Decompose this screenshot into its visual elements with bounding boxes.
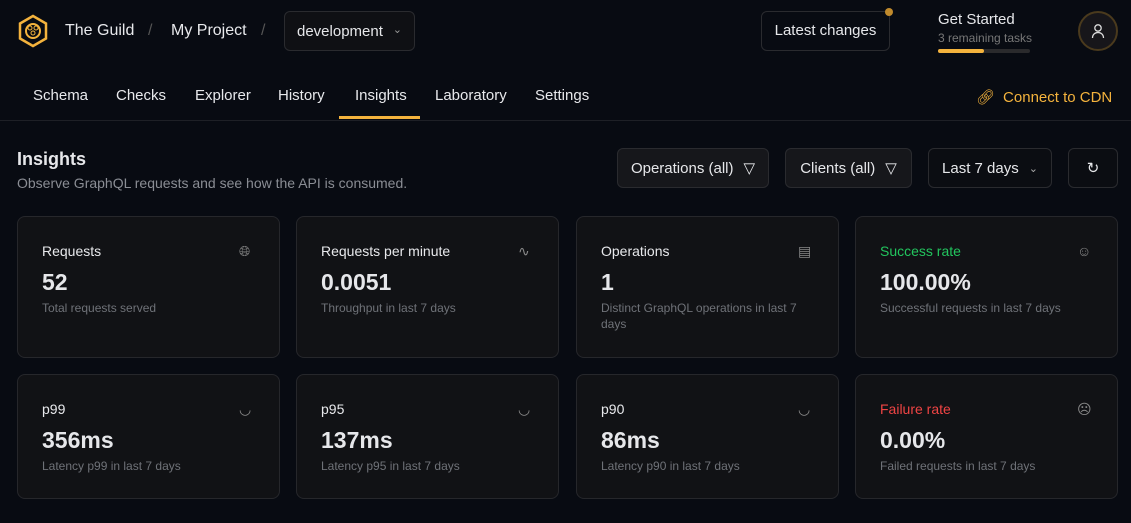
activity-icon: ∿: [518, 243, 530, 259]
metric-card: Success rate ☺ 100.00% Successful reques…: [855, 216, 1118, 358]
tab-history[interactable]: History: [278, 87, 325, 104]
metric-description: Failed requests in last 7 days: [880, 459, 1036, 473]
operations-filter[interactable]: Operations (all) ▽: [617, 148, 769, 188]
metric-description: Latency p90 in last 7 days: [601, 459, 740, 473]
gauge-icon: ◡: [518, 401, 531, 417]
smile-icon: ☺: [1077, 243, 1092, 259]
metric-card: p99 ◡ 356ms Latency p99 in last 7 days: [17, 374, 280, 499]
refresh-icon: ↻: [1086, 160, 1100, 177]
tab-settings[interactable]: Settings: [535, 87, 590, 104]
metric-value: 0.00%: [880, 427, 946, 453]
metric-title: Operations: [601, 243, 670, 259]
breadcrumb-separator: /: [261, 22, 266, 39]
tab-laboratory[interactable]: Laboratory: [435, 87, 507, 104]
metric-title: p99: [42, 401, 66, 417]
metric-card: p95 ◡ 137ms Latency p95 in last 7 days: [296, 374, 559, 499]
metric-card: Requests 🌐︎ 52 Total requests served: [17, 216, 280, 358]
metric-title: Failure rate: [880, 401, 951, 417]
metric-description: Latency p99 in last 7 days: [42, 459, 181, 473]
chevron-down-icon: ⌄: [392, 24, 402, 36]
metric-description: Total requests served: [42, 301, 157, 315]
metric-card: Operations ▤ 1 Distinct GraphQL operatio…: [576, 216, 839, 358]
tab-insights[interactable]: Insights: [355, 87, 407, 104]
chevron-down-icon: ⌄: [1028, 162, 1038, 175]
user-icon: [1091, 24, 1105, 39]
refresh-button[interactable]: ↻: [1068, 148, 1118, 188]
tab-explorer[interactable]: Explorer: [195, 87, 251, 104]
metric-value: 100.00%: [880, 269, 971, 295]
metric-description: Latency p95 in last 7 days: [321, 459, 460, 473]
clients-filter-label: Clients (all): [800, 159, 876, 177]
book-icon: ▤: [798, 243, 812, 259]
link-icon: 🔗︎: [976, 89, 996, 106]
active-tab-indicator: [339, 116, 420, 119]
metric-card: Requests per minute ∿ 0.0051 Throughput …: [296, 216, 559, 358]
metric-value: 1: [601, 269, 614, 295]
user-menu-button[interactable]: [1078, 11, 1118, 51]
latest-changes-button[interactable]: Latest changes: [761, 11, 890, 51]
page-subtitle: Observe GraphQL requests and see how the…: [17, 175, 408, 191]
breadcrumb-separator: /: [148, 22, 153, 39]
metric-value: 0.0051: [321, 269, 392, 295]
metric-value: 86ms: [601, 427, 660, 453]
notification-dot: [885, 8, 893, 16]
page-title: Insights: [17, 149, 87, 169]
guild-logo-icon[interactable]: [16, 14, 50, 48]
filter-icon: ▽: [743, 160, 756, 177]
divider: [0, 120, 1131, 121]
connect-cdn-button[interactable]: 🔗︎ Connect to CDN: [976, 88, 1113, 107]
metric-value: 356ms: [42, 427, 114, 453]
project-link[interactable]: My Project: [171, 22, 247, 39]
metric-title: p95: [321, 401, 345, 417]
frown-icon: ☹: [1077, 401, 1092, 417]
gauge-icon: ◡: [798, 401, 811, 417]
get-started-progress: [938, 49, 1030, 53]
org-link[interactable]: The Guild: [65, 22, 135, 39]
metric-title: Success rate: [880, 243, 961, 259]
tab-schema[interactable]: Schema: [33, 87, 89, 104]
period-label: Last 7 days: [942, 159, 1019, 177]
tab-checks[interactable]: Checks: [116, 87, 167, 104]
period-select[interactable]: Last 7 days ⌄: [928, 148, 1052, 188]
clients-filter[interactable]: Clients (all) ▽: [785, 148, 912, 188]
metric-title: Requests per minute: [321, 243, 451, 259]
metric-title: Requests: [42, 243, 102, 259]
metric-title: p90: [601, 401, 625, 417]
metric-description: Successful requests in last 7 days: [880, 301, 1061, 315]
metric-value: 52: [42, 269, 68, 295]
filter-icon: ▽: [885, 160, 897, 177]
metric-description: Throughput in last 7 days: [321, 301, 456, 315]
metric-card: Failure rate ☹ 0.00% Failed requests in …: [855, 374, 1118, 499]
remaining-tasks: 3 remaining tasks: [938, 31, 1033, 45]
gauge-icon: ◡: [239, 401, 252, 417]
connect-cdn-label: Connect to CDN: [1003, 88, 1113, 106]
target-select[interactable]: development ⌄: [284, 11, 415, 51]
globe-icon: 🌐︎: [239, 243, 251, 259]
metric-card: p90 ◡ 86ms Latency p90 in last 7 days: [576, 374, 839, 499]
get-started-link[interactable]: Get Started: [938, 11, 1015, 28]
metric-value: 137ms: [321, 427, 393, 453]
target-value: development: [297, 23, 383, 40]
metric-description: Distinct GraphQL operations in last 7 da…: [601, 301, 797, 331]
operations-filter-label: Operations (all): [630, 159, 734, 177]
